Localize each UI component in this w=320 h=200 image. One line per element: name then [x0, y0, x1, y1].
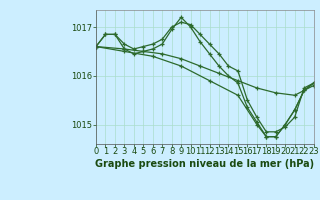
X-axis label: Graphe pression niveau de la mer (hPa): Graphe pression niveau de la mer (hPa): [95, 159, 314, 169]
